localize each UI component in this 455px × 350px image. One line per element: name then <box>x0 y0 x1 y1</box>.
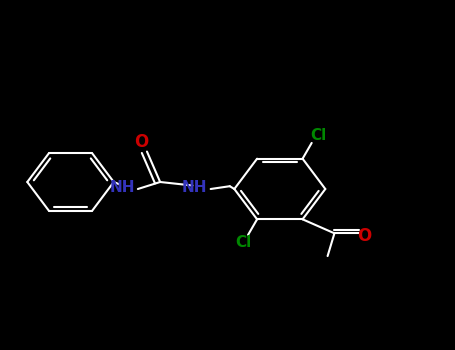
Text: NH: NH <box>182 180 207 195</box>
Text: O: O <box>134 133 148 152</box>
Text: Cl: Cl <box>310 128 327 143</box>
Text: Cl: Cl <box>235 235 252 250</box>
Text: O: O <box>357 227 371 245</box>
Text: NH: NH <box>109 180 135 195</box>
